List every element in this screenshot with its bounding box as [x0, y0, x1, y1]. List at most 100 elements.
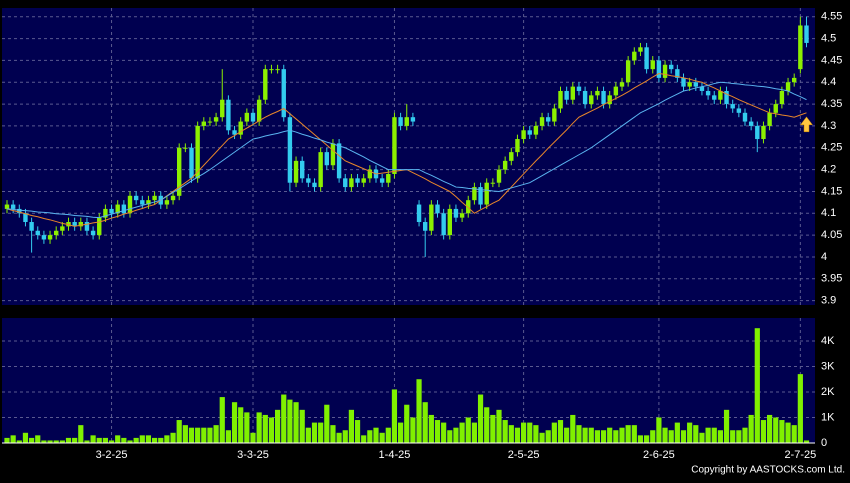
volume-bar: [287, 399, 293, 443]
candle-body: [183, 147, 188, 149]
candle-body: [170, 195, 176, 201]
volume-bar: [447, 430, 453, 443]
candle-body: [367, 169, 373, 179]
candle-body: [293, 160, 299, 183]
volume-bar: [385, 427, 391, 443]
candle-body: [509, 152, 514, 161]
candle-body: [785, 82, 791, 91]
candle-body: [496, 169, 502, 183]
volume-bar: [496, 409, 502, 443]
volume-bar: [680, 430, 687, 443]
candle-body: [539, 117, 545, 126]
candle-body: [589, 95, 594, 105]
volume-bar: [90, 435, 96, 443]
volume-bar: [754, 328, 760, 443]
candle-body: [761, 125, 766, 140]
y-tick-label: 4K: [821, 335, 835, 347]
candle-body: [244, 112, 250, 122]
candle-body: [453, 208, 459, 218]
volume-bar: [564, 427, 570, 443]
candle-body: [201, 121, 206, 126]
candle-body: [35, 230, 40, 236]
volume-bar: [311, 422, 318, 443]
candle-body: [804, 25, 809, 43]
candle-body: [97, 217, 102, 236]
candle-body: [546, 117, 551, 122]
volume-bar: [797, 374, 803, 443]
candle-body: [121, 204, 127, 214]
volume-bar: [625, 425, 631, 443]
volume-bar: [459, 422, 465, 443]
volume-bar: [533, 425, 539, 443]
candle-body: [687, 82, 692, 87]
candle-body: [718, 90, 723, 100]
candle-body: [681, 77, 686, 87]
y-tick-label: 4.2: [821, 164, 836, 176]
volume-bar: [65, 437, 72, 443]
candle-body: [23, 213, 28, 223]
candle-body: [644, 47, 649, 70]
volume-bar: [662, 427, 668, 443]
candle-body: [601, 90, 606, 105]
candle-body: [275, 69, 280, 71]
candle-body: [552, 108, 557, 122]
candle-body: [398, 117, 403, 126]
candle-body: [238, 121, 243, 135]
volume-bar: [231, 402, 238, 443]
volume-bar: [47, 440, 53, 443]
volume-bar: [791, 425, 797, 443]
candle-body: [767, 112, 772, 126]
candle-body: [558, 90, 563, 109]
candle-body: [742, 112, 748, 122]
candle-body: [207, 121, 213, 123]
candle-body: [533, 125, 539, 135]
candle-body: [41, 235, 47, 240]
volume-bar: [268, 417, 275, 443]
candle-body: [343, 178, 348, 188]
candle-body: [447, 208, 452, 236]
volume-bar: [600, 430, 607, 443]
candle-body: [78, 222, 83, 227]
candle-body: [656, 60, 662, 78]
y-tick-label: 1K: [821, 411, 835, 423]
volume-bar: [477, 394, 484, 443]
y-tick-label: 4.1: [821, 207, 836, 219]
candle-body: [250, 112, 256, 122]
candle-body: [10, 204, 16, 209]
volume-bar: [170, 432, 176, 443]
volume-bar: [736, 430, 742, 443]
volume-bar: [773, 417, 779, 443]
candle-body: [318, 152, 323, 188]
candle-body: [355, 178, 360, 183]
candle-body: [324, 152, 329, 166]
volume-bar: [84, 440, 90, 443]
volume-bar: [336, 432, 342, 443]
volume-bar: [570, 414, 576, 443]
volume-bar: [305, 427, 311, 443]
candle-body: [29, 222, 34, 231]
volume-bar: [631, 425, 637, 443]
volume-bar: [354, 420, 361, 443]
x-tick-label: 2-6-25: [643, 449, 675, 461]
y-tick-label: 3K: [821, 360, 835, 372]
volume-bar: [398, 422, 404, 443]
volume-bar: [16, 440, 22, 443]
volume-bar: [687, 422, 693, 443]
volume-bar: [508, 425, 514, 443]
candle-body: [220, 99, 225, 118]
volume-bar: [557, 420, 564, 443]
volume-bar: [275, 409, 281, 443]
volume-bar: [244, 412, 250, 443]
volume-bar: [379, 432, 385, 443]
volume-bar: [410, 417, 416, 443]
candle-body: [527, 130, 532, 135]
copyright: Copyright by AASTOCKS.com Ltd.: [691, 465, 845, 476]
x-tick-label: 3-3-25: [237, 449, 269, 461]
volume-bar: [115, 435, 121, 443]
volume-bar: [72, 437, 78, 443]
volume-bar: [502, 420, 508, 443]
candle-body: [576, 86, 582, 91]
volume-bar: [760, 420, 767, 443]
volume-bar: [238, 407, 244, 443]
